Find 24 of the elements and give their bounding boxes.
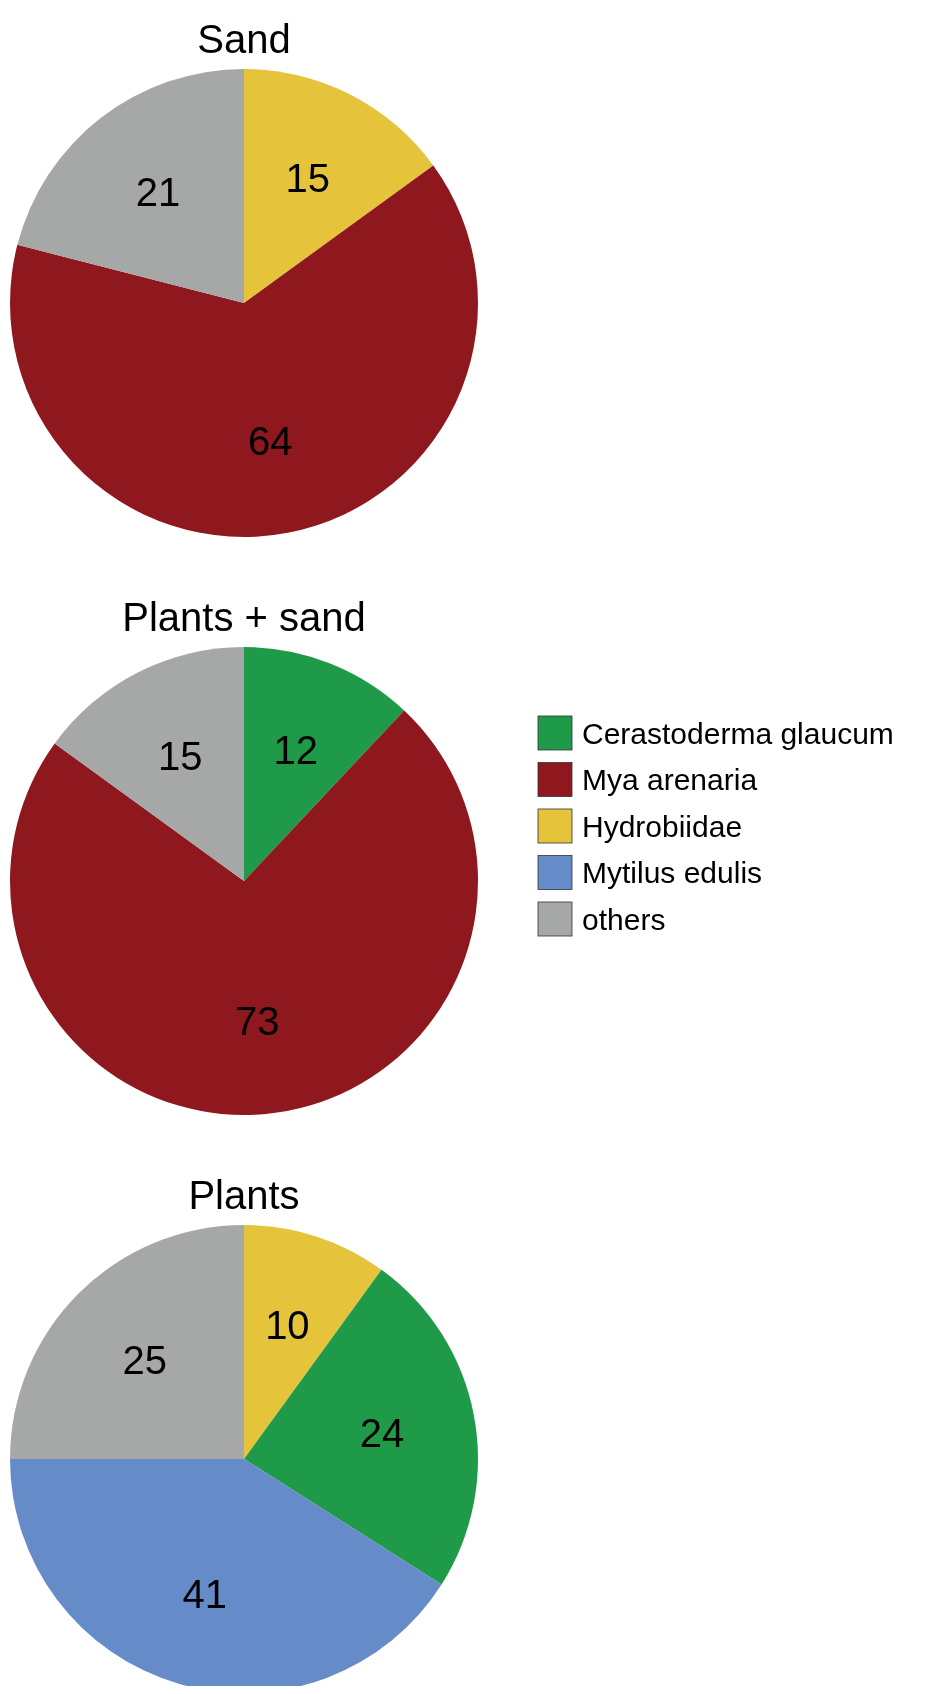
pie-slice xyxy=(17,69,244,303)
legend-label: Mya arenaria xyxy=(582,763,758,796)
chart-title: Sand xyxy=(197,17,291,61)
data-label: 15 xyxy=(285,155,330,200)
data-label: 10 xyxy=(265,1303,310,1348)
legend-label: Mytilus edulis xyxy=(582,856,763,889)
pie-slice xyxy=(244,647,405,881)
data-label: 25 xyxy=(122,1337,167,1382)
pie-slice xyxy=(10,710,478,1115)
pie-slice xyxy=(54,647,244,881)
data-label: 24 xyxy=(359,1410,405,1455)
legend-label: others xyxy=(582,902,666,936)
data-label: 21 xyxy=(135,170,181,215)
chart-title: Plants + sand xyxy=(122,595,366,639)
data-label: 12 xyxy=(273,728,318,773)
legend-label: Cerastoderma glaucum xyxy=(582,716,894,750)
chart-title: Plants xyxy=(188,1173,300,1217)
data-label: 15 xyxy=(158,733,203,778)
legend-label: Hydrobiidae xyxy=(582,809,743,843)
data-label: 73 xyxy=(234,998,280,1043)
pie-slice xyxy=(244,69,434,303)
data-label: 64 xyxy=(248,418,293,463)
pie-slice xyxy=(10,165,478,537)
data-label: 41 xyxy=(182,1571,228,1616)
